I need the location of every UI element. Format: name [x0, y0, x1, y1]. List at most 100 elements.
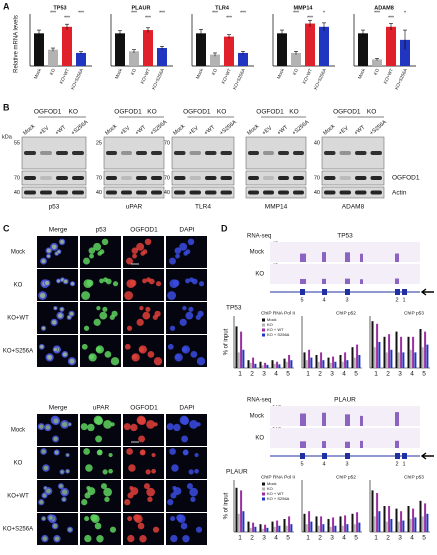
bar [397, 352, 400, 368]
blot [171, 170, 235, 186]
signal [126, 325, 133, 331]
significance: *** [307, 15, 313, 21]
bar [332, 517, 335, 532]
blot [245, 186, 307, 199]
significance: *** [145, 15, 151, 21]
signal [153, 422, 158, 427]
bar [351, 347, 354, 368]
signal [186, 483, 193, 490]
bar [421, 347, 424, 368]
band [106, 190, 117, 195]
signal [182, 306, 187, 311]
signal [61, 421, 68, 428]
x-tick-label: 5 [286, 371, 290, 378]
bar [157, 48, 167, 66]
signal [45, 488, 51, 494]
peak [300, 253, 306, 262]
row-label: Actin [392, 190, 407, 197]
band [136, 190, 147, 195]
band [136, 176, 147, 180]
bar [373, 516, 376, 532]
x-tick-label: KO+WT [302, 68, 313, 85]
x-tick-label: KO+WT [59, 68, 70, 85]
bar [290, 360, 293, 368]
x-tick-label: 1 [374, 371, 378, 378]
peak [360, 440, 363, 448]
bar [395, 508, 398, 532]
signal [39, 500, 44, 505]
signal [51, 244, 57, 250]
band [40, 190, 52, 195]
arrow [420, 452, 434, 460]
bar [385, 521, 388, 532]
bar [358, 522, 361, 532]
peak [300, 441, 306, 448]
column-label: uPAR [93, 405, 110, 412]
signal [94, 522, 102, 530]
band [121, 151, 132, 155]
peak [322, 412, 326, 426]
bar [273, 526, 276, 532]
x-tick-label: 2 [250, 535, 254, 542]
bar [385, 352, 388, 368]
bar [266, 527, 269, 532]
bar [235, 326, 238, 368]
x-tick-label: KO+WT [140, 68, 151, 85]
x-tick-label: 5 [422, 535, 426, 542]
band [174, 190, 186, 195]
kda-label: kDa [2, 134, 13, 140]
bar [334, 361, 337, 368]
signal [174, 353, 183, 362]
marker: 70 [164, 175, 170, 181]
exon [300, 453, 305, 459]
bar [271, 521, 274, 532]
x-tick-label: KO+WT [221, 68, 232, 85]
bar [412, 508, 415, 532]
signal [83, 448, 90, 455]
peak [345, 278, 350, 284]
signal [48, 515, 53, 520]
panel-title: ChIP p53 [404, 310, 424, 316]
signal [89, 253, 94, 259]
bar [407, 336, 410, 368]
bar [358, 33, 368, 66]
x-tick-label: 2 [318, 535, 322, 542]
signal [129, 485, 134, 490]
significance: *** [240, 10, 246, 16]
band [220, 176, 232, 180]
band [205, 190, 217, 195]
band [174, 176, 186, 180]
band [278, 151, 289, 155]
legend-label: KO + S256A [267, 332, 290, 337]
signal [169, 325, 176, 331]
signal [90, 514, 98, 522]
signal [167, 343, 174, 350]
legend-label: KO + WT [267, 327, 284, 332]
marker: 40 [14, 190, 20, 196]
band [136, 151, 147, 155]
signal [139, 449, 146, 456]
x-tick-label: 5 [354, 535, 358, 542]
chart-title: TLR4 [215, 5, 230, 11]
group-label: OGFOD1 [256, 109, 284, 116]
bar [327, 357, 330, 368]
marker: 70 [14, 175, 20, 181]
x-tick-label: 4 [410, 535, 414, 542]
exon-label: 3 [345, 297, 348, 303]
track-title: PLAUR [334, 397, 356, 404]
bar [278, 525, 281, 532]
band [355, 190, 367, 195]
bar [397, 521, 400, 532]
bar [409, 519, 412, 532]
signal [179, 318, 187, 326]
signal [181, 435, 189, 443]
exon-label: 4 [322, 461, 325, 467]
band [151, 190, 162, 195]
signal [41, 326, 46, 330]
signal [99, 249, 105, 255]
bar [273, 363, 276, 368]
row-label: KO+S256A [3, 527, 33, 533]
bar [143, 30, 153, 66]
bar [247, 521, 250, 532]
